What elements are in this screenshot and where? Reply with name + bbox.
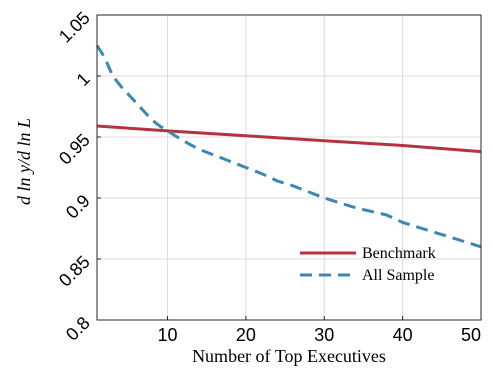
y-tick-label: 0.85 xyxy=(55,252,94,291)
y-axis-ticks: 0.8 0.85 0.9 0.95 1 1.05 xyxy=(55,8,101,345)
x-axis-ticks: 10 20 30 40 50 xyxy=(158,316,482,345)
y-tick-label: 0.95 xyxy=(55,130,94,169)
y-tick-label: 1 xyxy=(73,69,94,90)
series-layer xyxy=(95,44,482,249)
y-tick-label: 0.8 xyxy=(62,313,94,345)
legend-label-0: Benchmark xyxy=(362,245,436,262)
x-tick-label: 20 xyxy=(236,325,256,345)
legend: Benchmark All Sample xyxy=(300,245,436,284)
series-line-0 xyxy=(96,124,482,154)
x-tick-label: 40 xyxy=(393,325,413,345)
y-tick-label: 0.9 xyxy=(62,191,94,223)
y-tick-label: 1.05 xyxy=(55,8,94,47)
x-tick-label: 30 xyxy=(314,325,334,345)
plot-frame xyxy=(96,14,482,321)
y-axis-label: d ln y/d ln L xyxy=(14,118,34,205)
x-axis-label: Number of Top Executives xyxy=(192,346,386,366)
x-tick-label: 50 xyxy=(461,325,481,345)
x-tick-label: 10 xyxy=(158,325,178,345)
series-line-1 xyxy=(95,44,482,249)
legend-label-1: All Sample xyxy=(362,267,434,284)
